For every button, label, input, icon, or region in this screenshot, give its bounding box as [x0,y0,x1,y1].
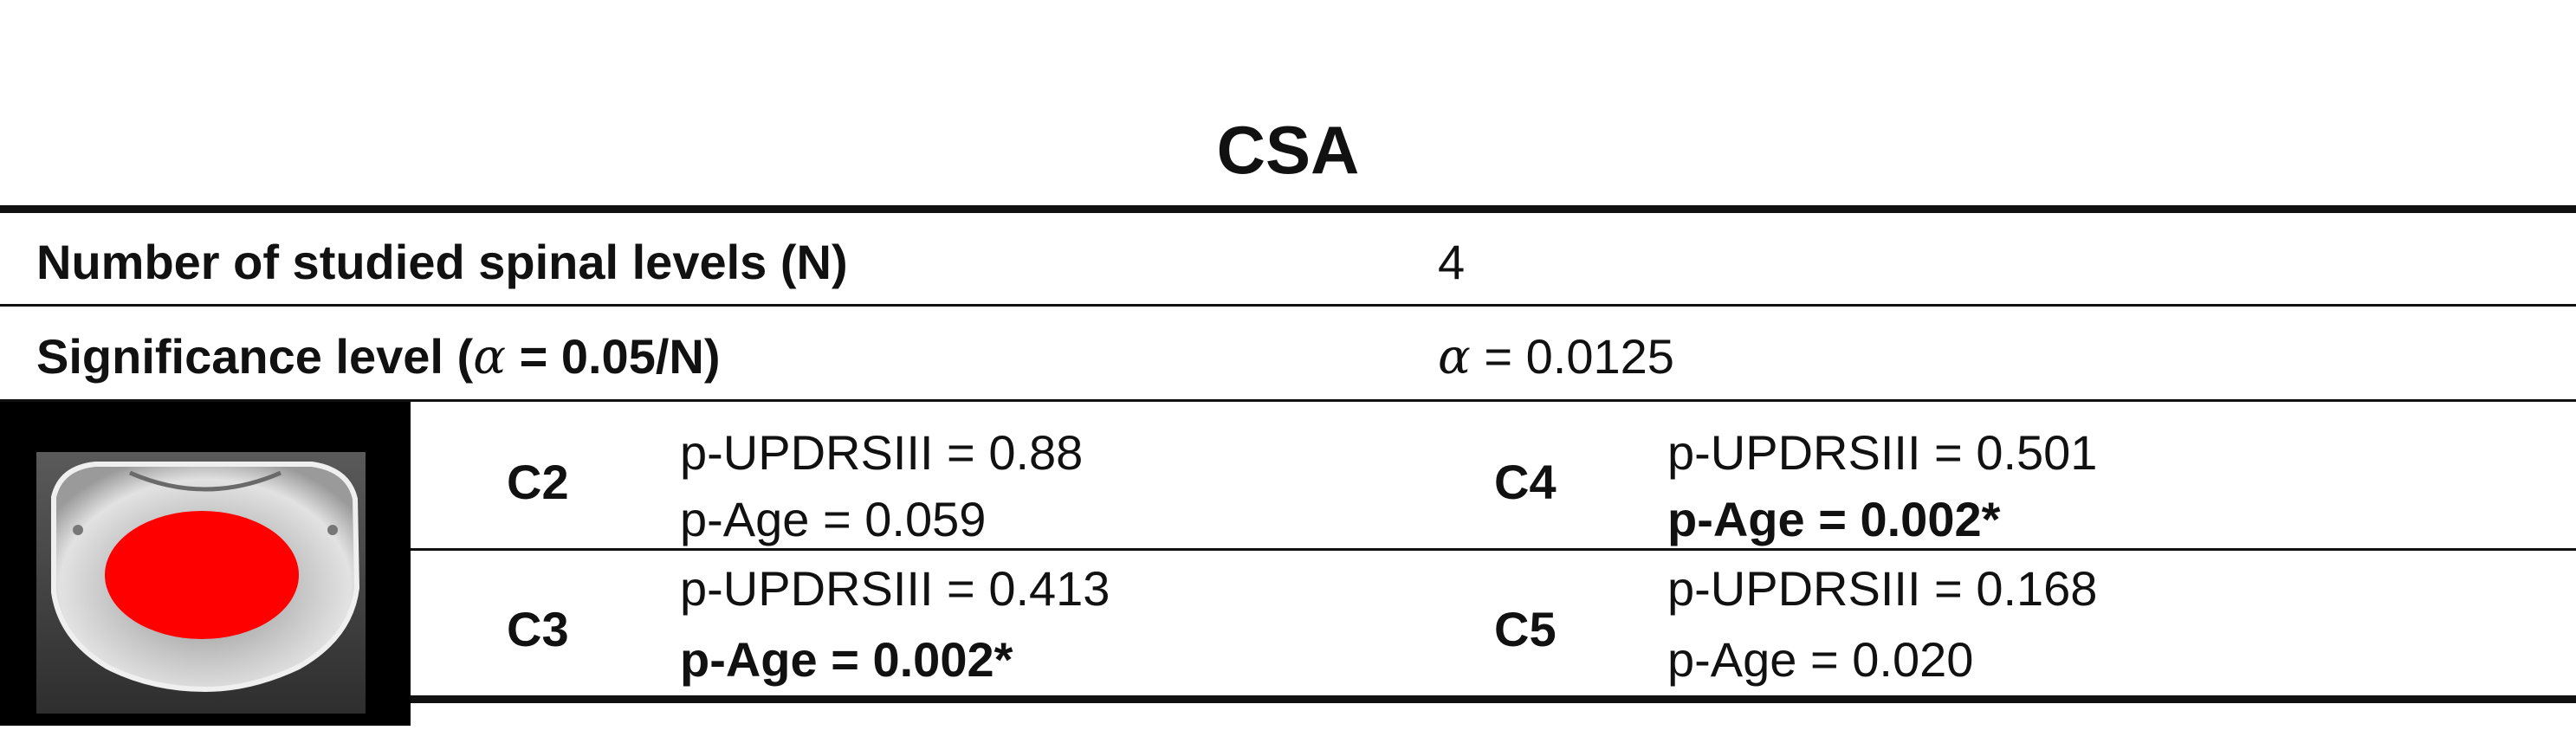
row-divider [411,548,2576,551]
p-updrs-value: p-UPDRSIII = 0.501 [1667,425,2098,480]
spinal-cord-segmentation-graphic [36,452,366,714]
level-label: C3 [507,602,569,656]
p-age-value: p-Age = 0.020 [1667,632,1974,687]
level-label: C4 [1494,455,1557,509]
table-title: CSA [1216,112,1360,188]
significance-value-text: = 0.0125 [1470,329,1674,384]
significance-value: α = 0.0125 [1438,329,1674,385]
alpha-symbol: α [473,329,507,385]
p-age-value: p-Age = 0.059 [680,492,987,546]
segmentation-mask [105,511,299,639]
n-levels-value: 4 [1438,235,1466,289]
row-divider [0,304,2576,307]
p-age-value: p-Age = 0.002* [680,632,1013,687]
row-divider [0,399,2576,402]
significance-label: Significance level (α = 0.05/N) [36,329,721,385]
level-label: C2 [507,455,569,509]
significance-label-post: = 0.05/N) [506,329,721,384]
n-levels-label: Number of studied spinal levels (N) [36,235,848,289]
spinal-cord-segmentation-image [0,402,411,726]
p-age-value: p-Age = 0.002* [1667,492,2001,546]
level-label: C5 [1494,602,1557,656]
bottom-rule [411,695,2576,703]
p-updrs-value: p-UPDRSIII = 0.168 [1667,561,2098,616]
significance-label-pre: Significance level ( [36,329,474,384]
p-updrs-value: p-UPDRSIII = 0.88 [680,425,1084,480]
top-rule [0,205,2576,213]
p-updrs-value: p-UPDRSIII = 0.413 [680,561,1110,616]
alpha-symbol: α [1438,329,1471,385]
